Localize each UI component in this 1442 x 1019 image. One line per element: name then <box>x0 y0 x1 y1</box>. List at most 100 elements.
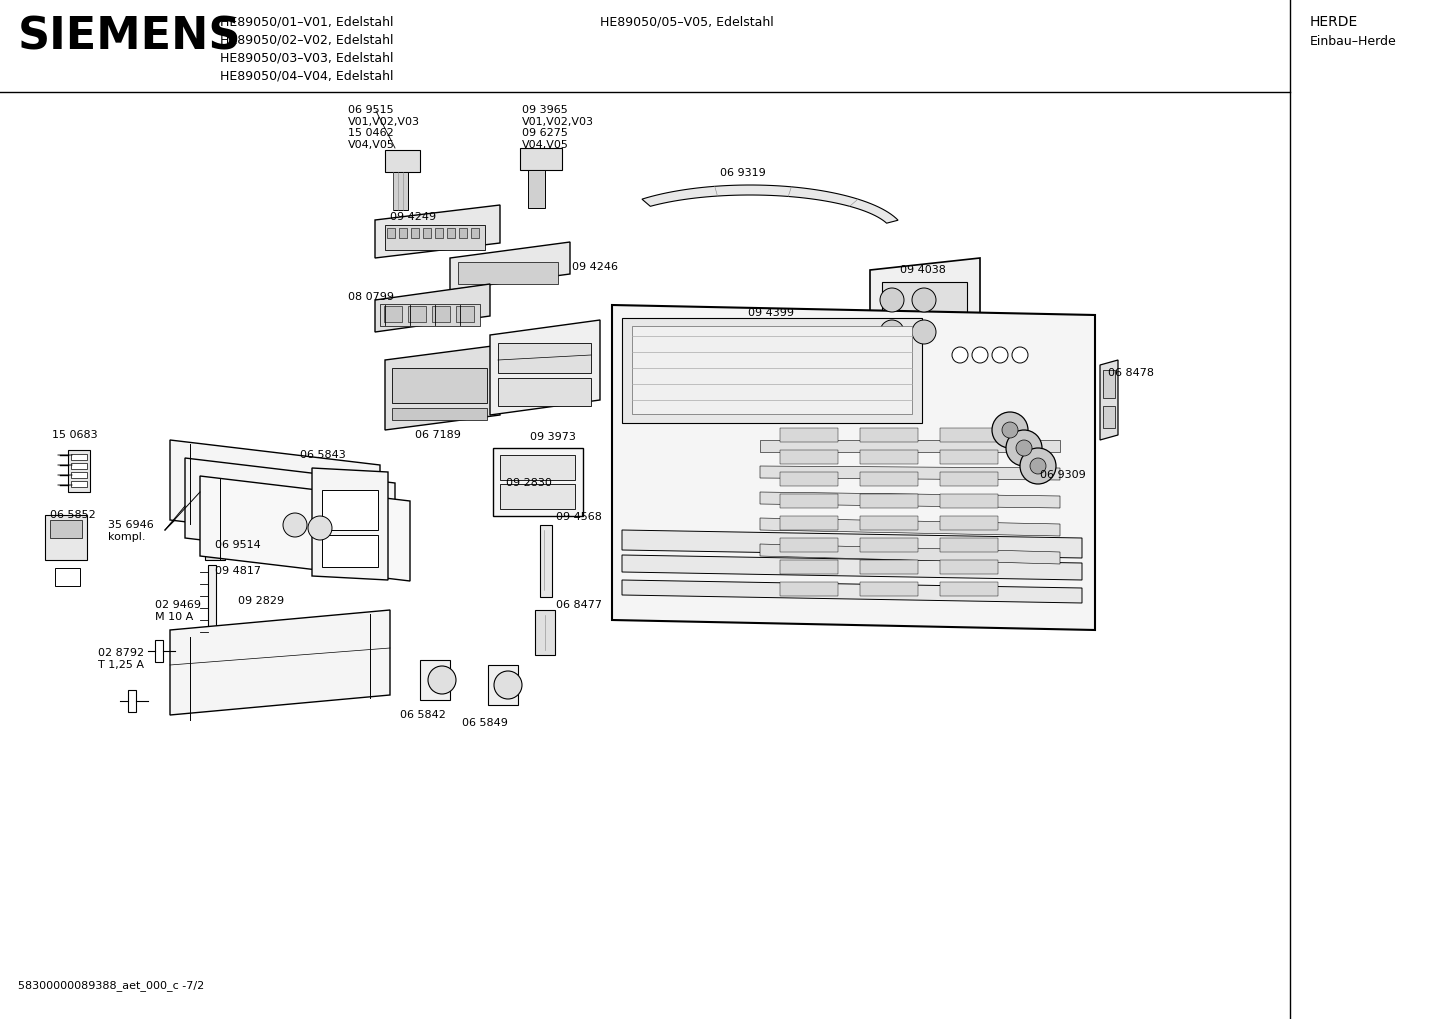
Circle shape <box>992 412 1028 448</box>
Polygon shape <box>200 476 410 581</box>
Circle shape <box>818 334 831 348</box>
Bar <box>1103 406 1115 428</box>
Bar <box>385 225 485 250</box>
Bar <box>940 428 998 442</box>
Polygon shape <box>490 320 600 415</box>
Polygon shape <box>375 205 500 258</box>
Polygon shape <box>622 530 1082 558</box>
Text: 58300000089388_aet_000_c -7/2: 58300000089388_aet_000_c -7/2 <box>17 980 205 990</box>
Bar <box>205 548 225 560</box>
Bar <box>780 516 838 530</box>
Bar <box>322 490 378 530</box>
Text: 09 4568: 09 4568 <box>557 512 601 522</box>
Text: 06 5849: 06 5849 <box>461 718 508 728</box>
Text: 02 8792
T 1,25 A: 02 8792 T 1,25 A <box>98 648 144 669</box>
Circle shape <box>1019 448 1056 484</box>
Text: Einbau–Herde: Einbau–Herde <box>1309 35 1397 48</box>
Text: SIEMENS: SIEMENS <box>17 15 241 58</box>
Bar <box>128 690 136 712</box>
Bar <box>859 472 919 486</box>
Text: 06 9319: 06 9319 <box>720 168 766 178</box>
Polygon shape <box>746 320 870 365</box>
Bar <box>71 472 87 478</box>
Text: 09 4249: 09 4249 <box>389 212 435 222</box>
Bar <box>208 565 216 645</box>
Bar <box>55 568 79 586</box>
Bar <box>622 318 921 423</box>
Text: HE89050/02–V02, Edelstahl: HE89050/02–V02, Edelstahl <box>221 33 394 46</box>
Bar <box>154 640 163 662</box>
Bar <box>632 326 911 414</box>
Bar <box>411 228 420 238</box>
Polygon shape <box>760 518 1060 536</box>
Bar <box>459 228 467 238</box>
Bar <box>780 450 838 464</box>
Bar <box>780 428 838 442</box>
Text: 09 4038: 09 4038 <box>900 265 946 275</box>
Circle shape <box>495 671 522 699</box>
Bar <box>322 535 378 567</box>
Text: 09 3973: 09 3973 <box>531 432 575 442</box>
Bar <box>399 228 407 238</box>
Bar <box>392 408 487 420</box>
Polygon shape <box>870 258 981 430</box>
Bar <box>392 368 487 403</box>
Text: 06 8478: 06 8478 <box>1107 368 1154 378</box>
Circle shape <box>1002 422 1018 438</box>
Bar <box>456 306 474 322</box>
Polygon shape <box>760 466 1060 480</box>
Bar <box>940 582 998 596</box>
Bar <box>459 262 558 284</box>
Bar <box>780 494 838 508</box>
Text: HE89050/04–V04, Edelstahl: HE89050/04–V04, Edelstahl <box>221 69 394 82</box>
Circle shape <box>839 334 854 348</box>
Bar <box>423 228 431 238</box>
Circle shape <box>751 334 766 348</box>
Bar <box>68 450 89 492</box>
Circle shape <box>309 516 332 540</box>
Circle shape <box>1017 440 1032 455</box>
Bar <box>940 472 998 486</box>
Bar <box>940 538 998 552</box>
Bar <box>447 228 456 238</box>
Bar <box>539 525 552 597</box>
Text: HERDE: HERDE <box>1309 15 1358 29</box>
Text: 09 3965
V01,V02,V03
09 6275
V04,V05: 09 3965 V01,V02,V03 09 6275 V04,V05 <box>522 105 594 150</box>
Bar <box>472 228 479 238</box>
Bar <box>883 355 968 405</box>
Polygon shape <box>394 172 408 210</box>
Bar <box>71 481 87 487</box>
Text: 06 5852: 06 5852 <box>50 510 95 520</box>
Bar <box>408 306 425 322</box>
Bar <box>940 516 998 530</box>
Polygon shape <box>611 305 1094 630</box>
Circle shape <box>992 347 1008 363</box>
Bar <box>859 494 919 508</box>
Polygon shape <box>385 345 500 430</box>
Text: 06 8477: 06 8477 <box>557 600 601 610</box>
Bar <box>859 582 919 596</box>
Polygon shape <box>528 170 545 208</box>
Bar <box>940 494 998 508</box>
Bar <box>883 282 968 347</box>
Text: 06 9309: 06 9309 <box>1040 470 1086 480</box>
Text: 09 4246: 09 4246 <box>572 262 619 272</box>
Circle shape <box>795 334 809 348</box>
Circle shape <box>1007 430 1043 466</box>
Bar <box>435 228 443 238</box>
Text: 06 9514: 06 9514 <box>215 540 261 550</box>
Text: 06 5843: 06 5843 <box>300 450 346 460</box>
Bar <box>420 660 450 700</box>
Polygon shape <box>642 185 898 223</box>
Text: 15 0683: 15 0683 <box>52 430 98 440</box>
Bar <box>780 560 838 574</box>
Bar <box>500 484 575 510</box>
Text: HE89050/01–V01, Edelstahl: HE89050/01–V01, Edelstahl <box>221 15 394 28</box>
Polygon shape <box>170 610 389 715</box>
Bar <box>535 610 555 655</box>
Text: 02 9469
M 10 A: 02 9469 M 10 A <box>154 600 200 622</box>
Text: 09 2830: 09 2830 <box>506 478 552 488</box>
Bar <box>50 520 82 538</box>
Polygon shape <box>450 242 570 290</box>
Polygon shape <box>185 458 395 564</box>
